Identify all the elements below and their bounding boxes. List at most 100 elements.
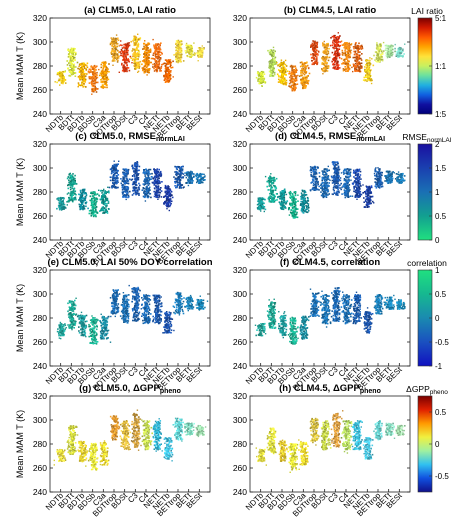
chart-panel-c: (c) CLM5.0, RMSEnormLAI240260280300320Me… bbox=[15, 131, 211, 266]
data-point bbox=[69, 66, 72, 68]
data-point bbox=[368, 73, 370, 76]
data-point bbox=[363, 76, 366, 79]
data-point bbox=[164, 184, 167, 187]
data-point bbox=[388, 54, 390, 57]
data-point bbox=[154, 50, 156, 52]
data-point bbox=[284, 79, 287, 81]
data-point bbox=[125, 67, 127, 70]
data-point bbox=[324, 51, 327, 54]
data-point bbox=[268, 70, 271, 73]
data-point bbox=[359, 46, 362, 48]
data-point bbox=[142, 187, 145, 190]
data-point bbox=[326, 43, 328, 45]
data-point bbox=[136, 165, 139, 167]
data-point bbox=[96, 71, 98, 74]
data-point bbox=[187, 173, 189, 175]
data-point bbox=[163, 79, 166, 81]
data-point bbox=[164, 64, 167, 67]
data-point bbox=[144, 61, 147, 64]
data-point bbox=[177, 53, 179, 55]
data-point bbox=[90, 71, 92, 73]
data-point bbox=[180, 44, 182, 47]
data-point bbox=[195, 175, 198, 178]
data-point bbox=[191, 54, 194, 57]
data-point bbox=[187, 49, 190, 52]
data-point bbox=[165, 73, 168, 75]
data-point bbox=[186, 55, 188, 57]
data-point bbox=[347, 45, 349, 47]
data-point bbox=[112, 171, 115, 174]
data-point bbox=[180, 60, 182, 63]
data-point bbox=[129, 55, 132, 58]
data-point bbox=[339, 41, 342, 43]
data-point bbox=[110, 42, 113, 44]
data-point bbox=[113, 47, 116, 50]
data-point bbox=[187, 178, 189, 181]
data-point bbox=[202, 48, 204, 50]
data-point bbox=[129, 190, 131, 193]
data-point bbox=[91, 87, 94, 90]
data-point bbox=[160, 51, 163, 54]
data-point bbox=[160, 67, 162, 70]
data-point bbox=[327, 42, 329, 45]
data-point bbox=[185, 52, 187, 54]
data-point bbox=[75, 183, 78, 185]
data-point bbox=[185, 47, 188, 49]
data-point bbox=[102, 201, 104, 204]
data-point bbox=[114, 165, 116, 167]
data-point bbox=[322, 44, 324, 47]
data-point bbox=[295, 71, 297, 73]
data-point bbox=[196, 174, 198, 176]
data-point bbox=[174, 182, 177, 184]
data-point bbox=[201, 179, 203, 181]
data-point bbox=[179, 175, 182, 178]
data-point bbox=[113, 56, 116, 58]
data-point bbox=[396, 51, 398, 53]
data-point bbox=[190, 56, 192, 58]
data-point-outlier bbox=[131, 62, 133, 64]
data-point bbox=[154, 181, 157, 183]
data-point bbox=[155, 50, 157, 52]
data-point bbox=[175, 186, 177, 189]
data-point bbox=[187, 171, 189, 173]
data-point bbox=[124, 189, 127, 191]
data-point-outlier bbox=[168, 188, 171, 190]
data-point bbox=[116, 179, 119, 181]
data-point-outlier bbox=[365, 67, 368, 69]
data-point bbox=[158, 168, 160, 171]
data-point bbox=[145, 190, 148, 192]
data-point bbox=[279, 79, 282, 82]
data-point bbox=[143, 56, 145, 58]
data-point bbox=[155, 53, 157, 55]
data-point bbox=[160, 187, 162, 189]
data-point bbox=[149, 168, 152, 171]
data-point bbox=[145, 176, 147, 179]
data-point bbox=[149, 51, 152, 53]
data-point bbox=[197, 47, 200, 49]
data-point bbox=[111, 47, 114, 50]
data-point bbox=[158, 196, 160, 199]
data-point bbox=[337, 65, 339, 67]
data-point bbox=[257, 71, 259, 73]
data-point bbox=[136, 52, 139, 54]
data-point bbox=[311, 42, 314, 45]
data-point-outlier bbox=[95, 210, 97, 212]
data-point bbox=[358, 57, 361, 60]
series-BETtrop bbox=[173, 165, 186, 189]
data-point bbox=[111, 164, 114, 167]
data-point-outlier bbox=[358, 48, 360, 50]
data-point bbox=[394, 47, 396, 50]
data-point bbox=[180, 166, 183, 168]
data-point bbox=[169, 189, 171, 191]
data-point bbox=[285, 65, 288, 67]
data-point bbox=[139, 60, 142, 63]
data-point bbox=[133, 62, 135, 64]
data-point bbox=[347, 66, 350, 69]
data-point bbox=[143, 68, 146, 71]
data-point bbox=[92, 80, 94, 83]
data-point bbox=[381, 52, 384, 54]
data-point bbox=[373, 54, 375, 57]
data-point bbox=[121, 47, 124, 49]
data-point bbox=[107, 190, 110, 192]
data-point bbox=[74, 59, 76, 61]
